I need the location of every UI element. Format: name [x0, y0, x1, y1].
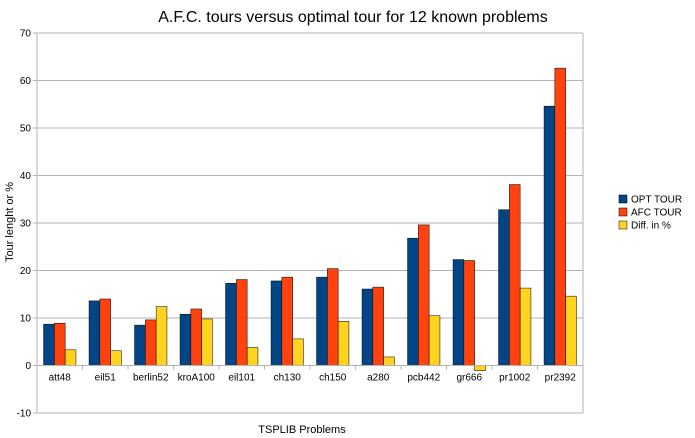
y-tick-label: -10	[17, 409, 32, 420]
legend-swatch	[618, 220, 628, 230]
y-tick-label: 70	[20, 29, 32, 40]
bar-afc-tour-berlin52	[145, 319, 157, 366]
x-tick-label: ch130	[274, 373, 302, 384]
bar-afc-tour-pr2392	[554, 67, 566, 366]
y-tick-label: 0	[25, 361, 31, 372]
x-tick-label: gr666	[456, 373, 482, 384]
bar-afc-tour-ch130	[281, 276, 293, 366]
bar-opt-tour-eil101	[225, 283, 237, 366]
legend-label: AFC TOUR	[631, 208, 682, 219]
bar-opt-tour-eil51	[88, 300, 101, 366]
x-tick-label: eil51	[95, 373, 117, 384]
bar-opt-tour-gr666	[452, 259, 465, 366]
axes	[33, 32, 584, 414]
bar-diff-in-pr2392	[565, 295, 577, 366]
bar-afc-tour-pr1002	[509, 184, 521, 366]
bar-diff-in-eil101	[246, 347, 259, 366]
bar-diff-in-pr1002	[519, 287, 532, 366]
y-tick-label: 60	[20, 76, 32, 87]
x-tick-labels: att48 eil51 berlin52 kroA100 eil101 ch130 ch15…	[49, 373, 577, 384]
bar-afc-tour-a280	[372, 286, 384, 366]
legend-label: Diff. in %	[631, 221, 671, 232]
bar-opt-tour-berlin52	[134, 324, 146, 366]
bar-opt-tour-pr2392	[543, 105, 556, 366]
bar-diff-in-gr666	[474, 365, 486, 371]
bar-opt-tour-ch130	[270, 280, 283, 366]
y-axis-label: Tour lenght or %	[4, 182, 16, 262]
x-tick-label: pr2392	[545, 373, 577, 384]
x-tick-label: a280	[367, 373, 390, 384]
bar-opt-tour-pcb442	[407, 237, 419, 366]
x-tick-label: att48	[49, 373, 72, 384]
bar-diff-in-eil51	[110, 350, 122, 366]
bar-opt-tour-a280	[361, 288, 374, 366]
y-tick-label: 20	[20, 266, 32, 277]
bar-diff-in-ch130	[292, 338, 304, 366]
legend: OPT TOUR AFC TOUR Diff. in %	[618, 194, 682, 232]
bar-afc-tour-eil51	[99, 298, 111, 366]
bar-diff-in-pcb442	[428, 315, 441, 366]
y-tick-label: 50	[20, 124, 32, 135]
x-tick-label: pcb442	[407, 373, 440, 384]
y-tick-label: 30	[20, 219, 32, 230]
bar-diff-in-att48	[64, 349, 77, 366]
bar-opt-tour-ch150	[316, 276, 328, 366]
bar-afc-tour-eil101	[236, 279, 248, 366]
bars	[43, 67, 577, 371]
bar-opt-tour-att48	[43, 323, 55, 366]
bar-diff-in-kroa100	[201, 318, 213, 366]
x-axis-label: TSPLIB Problems	[258, 424, 346, 436]
y-tick-label: 40	[20, 171, 32, 182]
legend-swatch	[618, 194, 628, 204]
x-tick-label: pr1002	[499, 373, 531, 384]
bar-afc-tour-pcb442	[418, 224, 430, 366]
bar-opt-tour-pr1002	[498, 209, 510, 366]
chart-title: A.F.C. tours versus optimal tour for 12 …	[158, 9, 548, 26]
bar-opt-tour-kroa100	[179, 313, 192, 366]
bar-diff-in-ch150	[337, 321, 350, 366]
bar-diff-in-berlin52	[155, 306, 168, 366]
x-tick-label: eil101	[228, 373, 255, 384]
bar-afc-tour-kroa100	[190, 308, 202, 366]
y-tick-labels: -10 0 10 20 30 40 50 60 70	[17, 29, 32, 420]
bar-afc-tour-gr666	[463, 260, 475, 366]
bar-diff-in-a280	[383, 356, 395, 366]
x-tick-label: kroA100	[178, 373, 216, 384]
legend-swatch	[618, 207, 628, 217]
legend-label: OPT TOUR	[631, 195, 682, 206]
bar-afc-tour-att48	[54, 322, 66, 366]
x-tick-label: berlin52	[133, 373, 169, 384]
y-tick-label: 10	[20, 314, 32, 325]
bar-afc-tour-ch150	[327, 268, 339, 366]
x-tick-label: ch150	[319, 373, 347, 384]
